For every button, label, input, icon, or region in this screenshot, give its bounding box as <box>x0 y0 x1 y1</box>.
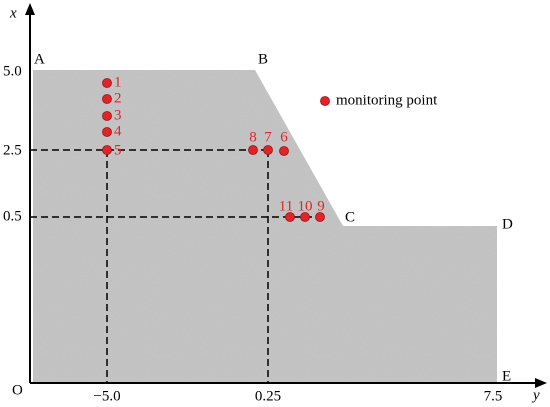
monitoring-point <box>248 145 258 155</box>
monitoring-point <box>279 146 289 156</box>
monitoring-point <box>102 111 112 121</box>
point-label: 9 <box>317 198 325 214</box>
axis-label: y <box>531 387 540 403</box>
point-label: 5 <box>114 142 122 158</box>
vertex-label: A <box>34 51 45 67</box>
slope-body <box>33 70 497 383</box>
vertex-label: B <box>258 51 268 67</box>
monitoring-point <box>300 212 310 222</box>
point-label: 11 <box>279 198 293 214</box>
point-label: 10 <box>298 198 313 214</box>
point-label: 1 <box>114 74 122 90</box>
legend-label: monitoring point <box>336 92 438 108</box>
monitoring-point <box>102 145 112 155</box>
monitoring-point <box>263 145 273 155</box>
tick-label: 0.5 <box>3 208 22 224</box>
monitoring-point <box>285 212 295 222</box>
vertex-label: C <box>345 209 355 225</box>
point-label: 8 <box>249 129 257 145</box>
origin-label: O <box>12 382 23 398</box>
tick-label: 5.0 <box>3 63 22 79</box>
tick-label: 7.5 <box>484 388 503 404</box>
monitoring-point <box>102 94 112 104</box>
monitoring-point <box>102 127 112 137</box>
tick-label: −5.0 <box>93 388 120 404</box>
monitoring-point <box>315 212 325 222</box>
point-label: 2 <box>114 90 122 106</box>
monitoring-point <box>102 78 112 88</box>
point-label: 7 <box>264 129 272 145</box>
tick-label: 2.5 <box>3 142 22 158</box>
point-label: 3 <box>114 107 122 123</box>
legend-marker <box>320 96 330 106</box>
point-label: 6 <box>280 129 288 145</box>
vertex-label: D <box>502 216 513 232</box>
tick-label: 0.25 <box>255 388 281 404</box>
vertex-label: E <box>502 368 511 384</box>
axis-arrow <box>535 378 547 388</box>
point-label: 4 <box>114 123 122 139</box>
axis-arrow <box>25 3 35 15</box>
axis-label: x <box>9 5 17 21</box>
